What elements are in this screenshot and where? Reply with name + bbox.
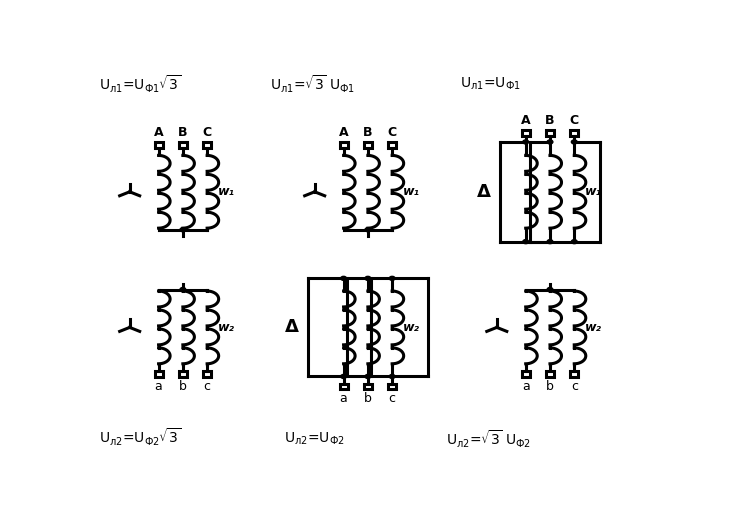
Polygon shape [570,371,578,377]
Circle shape [571,140,577,144]
Polygon shape [364,384,372,389]
Text: U$_{\mathregular{л2}}$=U$_{\mathregular{Ф2}}$$\sqrt{3}$: U$_{\mathregular{л2}}$=U$_{\mathregular{… [99,426,181,448]
Polygon shape [154,371,163,377]
Circle shape [547,287,553,292]
Polygon shape [203,142,211,148]
Text: U$_{\mathregular{л2}}$=$\sqrt{3}$ U$_{\mathregular{Ф2}}$: U$_{\mathregular{л2}}$=$\sqrt{3}$ U$_{\m… [446,428,531,450]
Text: C: C [388,126,397,139]
Polygon shape [546,131,554,136]
Polygon shape [388,384,396,389]
Circle shape [341,276,346,280]
Text: C: C [203,126,212,139]
Text: B: B [178,126,187,139]
Text: c: c [204,380,210,393]
Circle shape [523,140,529,144]
Circle shape [365,375,371,379]
Circle shape [180,228,186,232]
Text: B: B [363,126,372,139]
Circle shape [365,228,371,232]
Polygon shape [521,371,530,377]
Polygon shape [546,371,554,377]
Polygon shape [339,384,348,389]
Circle shape [547,140,553,144]
Polygon shape [570,131,578,136]
Text: w₂: w₂ [218,321,234,334]
Text: U$_{\mathregular{л1}}$=U$_{\mathregular{Ф1}}$$\sqrt{3}$: U$_{\mathregular{л1}}$=U$_{\mathregular{… [99,74,181,95]
Text: a: a [339,393,348,406]
Text: c: c [389,393,395,406]
Text: w₂: w₂ [585,321,602,334]
Polygon shape [339,142,348,148]
Text: a: a [522,380,530,393]
Polygon shape [521,131,530,136]
Text: Δ: Δ [285,319,299,336]
Text: c: c [571,380,577,393]
Text: C: C [570,114,579,127]
Text: B: B [545,114,555,127]
Text: A: A [154,126,163,139]
Text: w₂: w₂ [403,321,419,334]
Text: U$_{\mathregular{л1}}$=U$_{\mathregular{Ф1}}$: U$_{\mathregular{л1}}$=U$_{\mathregular{… [460,76,521,92]
Circle shape [547,240,553,243]
Circle shape [341,375,346,379]
Polygon shape [364,142,372,148]
Text: w₁: w₁ [403,185,419,198]
Text: A: A [339,126,348,139]
Text: w₁: w₁ [218,185,234,198]
Polygon shape [179,371,187,377]
Circle shape [180,287,186,292]
Polygon shape [388,142,396,148]
Circle shape [523,240,529,243]
Circle shape [365,276,371,280]
Text: b: b [179,380,186,393]
Circle shape [389,375,395,379]
Polygon shape [154,142,163,148]
Text: U$_{\mathregular{л1}}$=$\sqrt{3}$ U$_{\mathregular{Ф1}}$: U$_{\mathregular{л1}}$=$\sqrt{3}$ U$_{\m… [269,74,354,95]
Text: U$_{\mathregular{л2}}$=U$_{\mathregular{Ф2}}$: U$_{\mathregular{л2}}$=U$_{\mathregular{… [284,431,345,447]
Text: w₁: w₁ [585,185,602,198]
Polygon shape [203,371,211,377]
Text: Δ: Δ [477,183,491,201]
Text: b: b [364,393,372,406]
Circle shape [389,276,395,280]
Text: A: A [521,114,530,127]
Polygon shape [179,142,187,148]
Circle shape [571,240,577,243]
Text: b: b [546,380,554,393]
Text: a: a [154,380,163,393]
